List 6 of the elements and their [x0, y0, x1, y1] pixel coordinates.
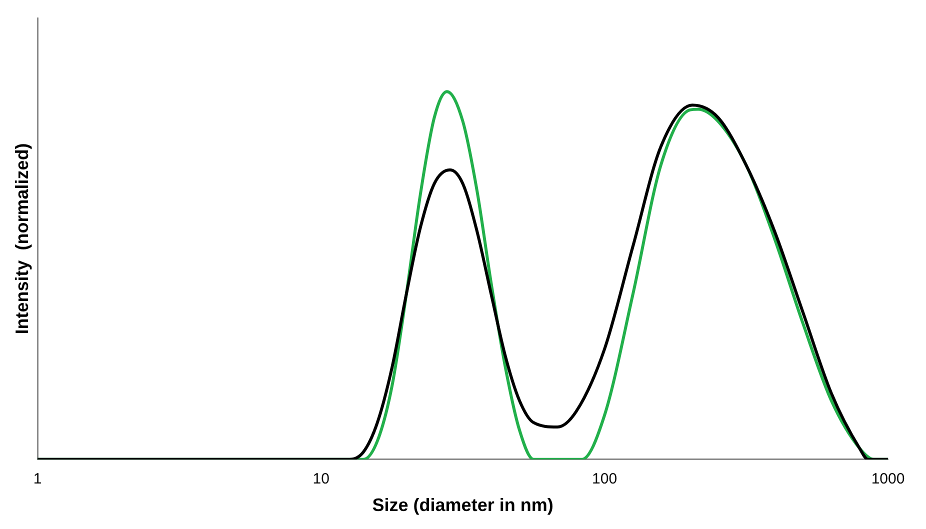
x-tick-label: 1000	[871, 470, 905, 488]
x-axis-title: Size (diameter in nm)	[372, 495, 554, 516]
x-tick-label: 10	[312, 470, 330, 488]
y-axis-title: Intensity (normalized)	[12, 143, 32, 334]
x-tick-label: 1	[33, 470, 42, 488]
x-tick-label: 100	[592, 470, 618, 488]
